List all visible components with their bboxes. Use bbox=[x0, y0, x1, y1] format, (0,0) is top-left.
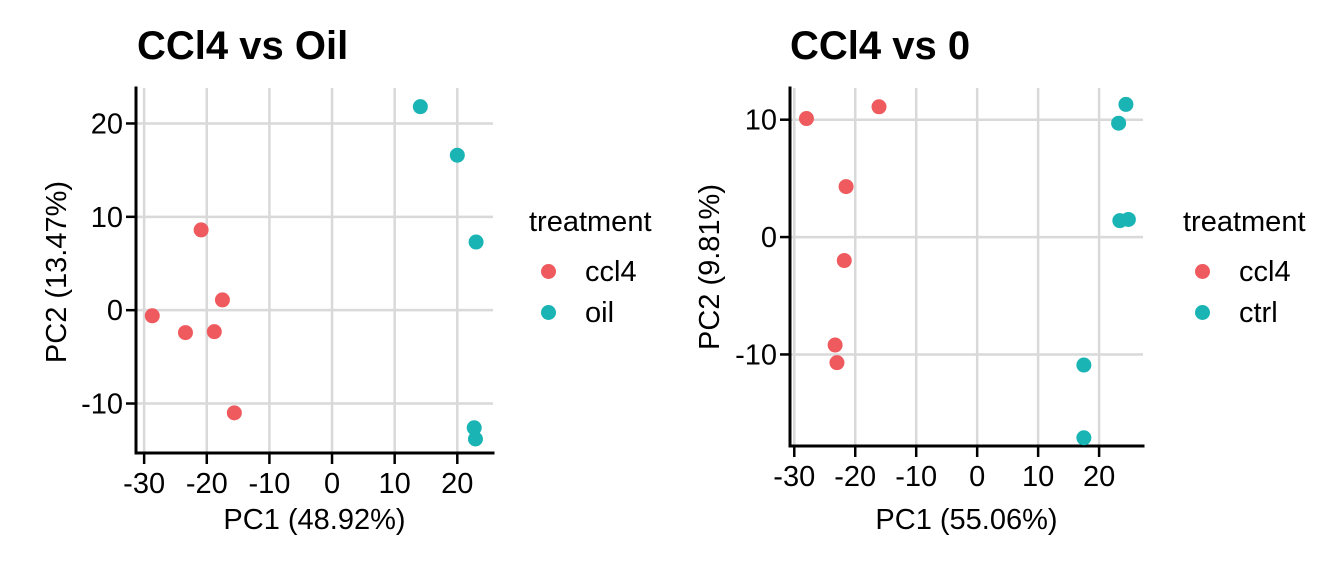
svg-text:20: 20 bbox=[1083, 461, 1115, 493]
pca-figure-ccl4-vs-oil: -30 -20 -10 0 10 20 -10 0 10 20 CCl4 vs Oil PC2 (… bbox=[41, 24, 652, 536]
y-axis-label: PC2 (9.81%) bbox=[694, 184, 726, 351]
svg-text:10: 10 bbox=[379, 468, 411, 500]
x-axis-label: PC1 (48.92%) bbox=[223, 504, 406, 536]
pca-figure-ccl4-vs-0: -30 -20 -10 0 10 20 -10 0 10 CCl4 vs 0 PC2 (9.81… bbox=[672, 0, 1344, 576]
legend-label-ctrl: ctrl bbox=[1239, 296, 1278, 329]
legend-swatch-ccl4-icon bbox=[541, 264, 556, 279]
legend: treatment ccl4 oil bbox=[529, 205, 652, 333]
x-axis-label: PC1 (55.06%) bbox=[875, 504, 1058, 536]
plot-title: CCl4 vs Oil bbox=[137, 24, 349, 68]
svg-text:-10: -10 bbox=[81, 389, 123, 421]
legend-item-ccl4: ccl4 bbox=[529, 251, 652, 292]
svg-text:10: 10 bbox=[1022, 461, 1054, 493]
svg-text:-30: -30 bbox=[123, 468, 165, 500]
legend-label-oil: oil bbox=[585, 296, 615, 329]
svg-text:0: 0 bbox=[761, 222, 777, 254]
svg-text:-20: -20 bbox=[834, 461, 876, 493]
svg-text:-10: -10 bbox=[248, 468, 290, 500]
svg-text:10: 10 bbox=[91, 202, 123, 234]
svg-text:-30: -30 bbox=[773, 461, 815, 493]
y-axis-label: PC2 (13.47%) bbox=[41, 180, 73, 364]
svg-text:-10: -10 bbox=[735, 339, 777, 371]
legend-label-ccl4: ccl4 bbox=[585, 255, 637, 288]
svg-text:0: 0 bbox=[324, 468, 340, 500]
svg-text:10: 10 bbox=[745, 105, 777, 137]
svg-text:-10: -10 bbox=[895, 461, 937, 493]
svg-text:0: 0 bbox=[107, 295, 123, 327]
legend: treatment ccl4 ctrl bbox=[1183, 205, 1306, 333]
svg-text:20: 20 bbox=[441, 468, 473, 500]
legend-swatch-oil-icon bbox=[541, 305, 556, 320]
plot-area-ccl4-vs-0: -30 -20 -10 0 10 20 -10 0 10 bbox=[735, 86, 1145, 493]
legend-swatch-ccl4-icon bbox=[1195, 264, 1210, 279]
legend-title: treatment bbox=[1183, 206, 1306, 238]
legend-item-oil: oil bbox=[529, 292, 652, 333]
legend-item-ccl4: ccl4 bbox=[1183, 251, 1306, 292]
legend-swatch-ctrl-icon bbox=[1195, 305, 1210, 320]
legend-label-ccl4: ccl4 bbox=[1239, 255, 1291, 288]
svg-text:-20: -20 bbox=[186, 468, 228, 500]
legend-title: treatment bbox=[529, 206, 652, 238]
plot-area-ccl4-vs-oil: -30 -20 -10 0 10 20 -10 0 10 20 bbox=[81, 86, 495, 500]
legend-item-ctrl: ctrl bbox=[1183, 292, 1306, 333]
svg-text:0: 0 bbox=[969, 461, 985, 493]
svg-text:20: 20 bbox=[91, 108, 123, 140]
plot-title: CCl4 vs 0 bbox=[790, 24, 971, 68]
